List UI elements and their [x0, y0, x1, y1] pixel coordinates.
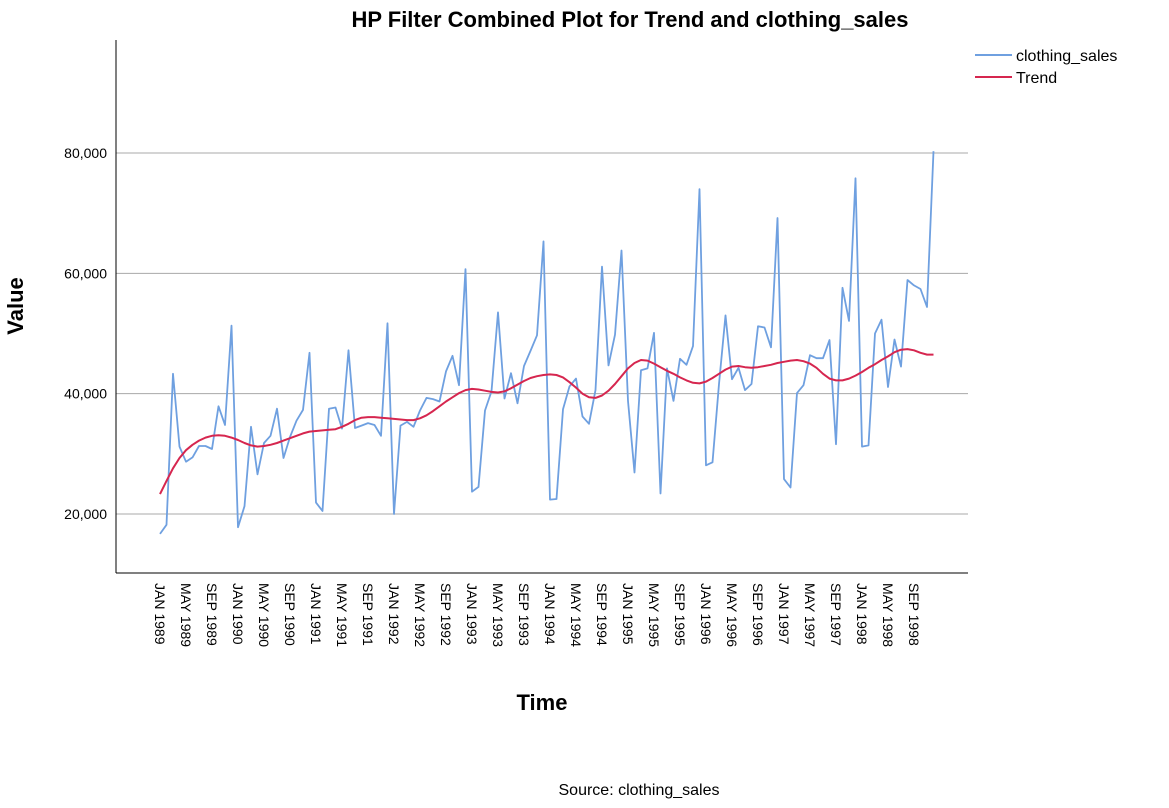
chart-title: HP Filter Combined Plot for Trend and cl…: [351, 7, 908, 32]
x-tick-label: JAN 1991: [308, 583, 324, 645]
x-tick-label: SEP 1993: [516, 583, 532, 646]
y-tick-label: 60,000: [64, 265, 107, 281]
x-tick-label: MAY 1994: [568, 583, 584, 647]
x-tick-label: MAY 1995: [646, 583, 662, 647]
x-tick-label: MAY 1997: [802, 583, 818, 647]
x-tick-label: JAN 1995: [620, 583, 636, 645]
series-line-clothing-sales: [159, 151, 935, 535]
legend: clothing_sales Trend: [975, 48, 1117, 87]
x-tick-label: SEP 1991: [360, 583, 376, 646]
x-tick-label: JAN 1997: [776, 583, 792, 645]
x-tick-label: JAN 1994: [542, 583, 558, 645]
y-tick-label: 20,000: [64, 506, 107, 522]
x-tick-label: JAN 1989: [152, 583, 168, 645]
x-tick-label: MAY 1990: [256, 583, 272, 647]
x-tick-label: JAN 1993: [464, 583, 480, 645]
x-tick-label: MAY 1992: [412, 583, 428, 647]
x-tick-label: MAY 1989: [178, 583, 194, 647]
x-tick-label: SEP 1996: [750, 583, 766, 646]
x-tick-label: JAN 1996: [698, 583, 714, 645]
x-tick-label: JAN 1990: [230, 583, 246, 645]
y-tick-label: 80,000: [64, 145, 107, 161]
series-line-trend: [159, 348, 934, 495]
x-tick-label: SEP 1992: [438, 583, 454, 646]
x-tick-labels: JAN 1989 MAY 1989 SEP 1989 JAN 1990 MAY 1990…: [152, 583, 922, 647]
x-tick-label: MAY 1998: [880, 583, 896, 647]
x-axis-title: Time: [517, 690, 568, 715]
y-tick-labels: 20,000 40,000 60,000 80,000: [64, 145, 107, 522]
x-tick-label: MAY 1993: [490, 583, 506, 647]
x-tick-label: MAY 1996: [724, 583, 740, 647]
y-tick-label: 40,000: [64, 386, 107, 402]
source-caption: Source: clothing_sales: [559, 782, 720, 799]
x-tick-label: JAN 1998: [854, 583, 870, 645]
x-tick-label: SEP 1989: [204, 583, 220, 646]
x-tick-label: SEP 1990: [282, 583, 298, 646]
x-tick-label: MAY 1991: [334, 583, 350, 647]
y-axis-title: Value: [3, 277, 28, 334]
x-tick-label: JAN 1992: [386, 583, 402, 645]
x-tick-label: SEP 1995: [672, 583, 688, 646]
series-lines: [159, 151, 935, 535]
legend-label: clothing_sales: [1016, 48, 1117, 65]
x-tick-label: SEP 1997: [828, 583, 844, 646]
legend-label: Trend: [1016, 70, 1057, 87]
x-tick-label: SEP 1994: [594, 583, 610, 646]
x-tick-label: SEP 1998: [906, 583, 922, 646]
